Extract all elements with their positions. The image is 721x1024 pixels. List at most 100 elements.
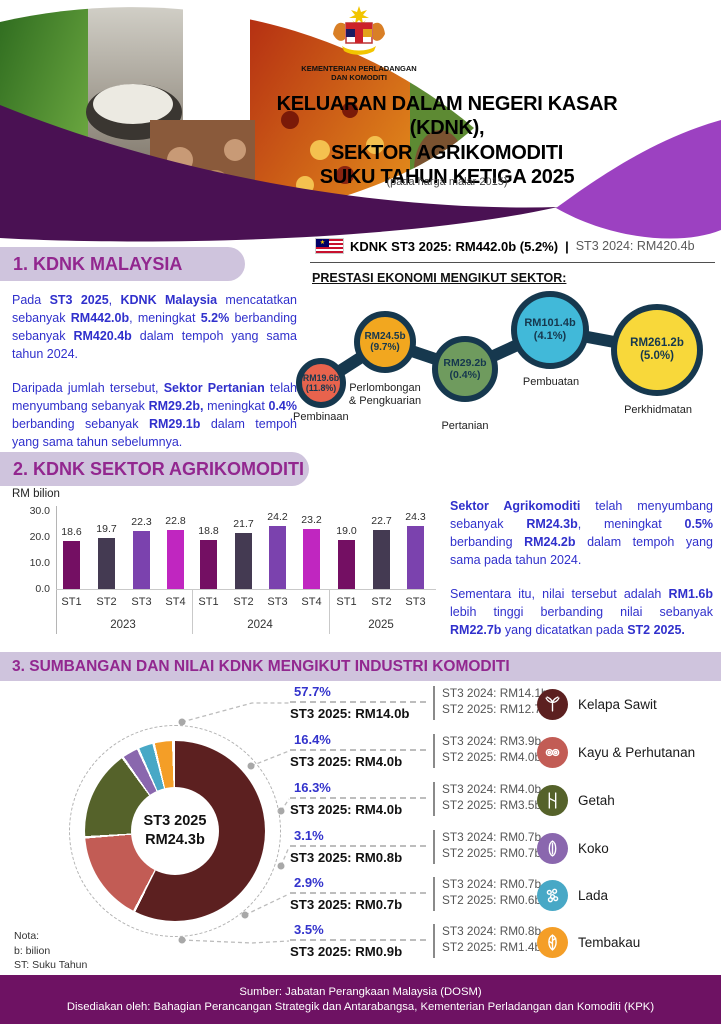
- bar-value-label: 18.6: [61, 525, 82, 538]
- legend-label: Tembakau: [578, 935, 641, 950]
- paragraph: Sektor Agrikomoditi telah menyumbang seb…: [450, 499, 714, 568]
- commodity-share-pct: 3.5%: [290, 922, 426, 941]
- legend-label: Lada: [578, 888, 609, 903]
- legend-label: Kayu & Perhutanan: [578, 745, 696, 760]
- section1-body-text: Pada ST3 2025, KDNK Malaysia mencatatkan…: [12, 291, 297, 466]
- donut-dashed-ring: [69, 725, 281, 937]
- commodity-st3-2024-value: ST3 2024: RM0.7b: [442, 830, 542, 844]
- quarter-label: ST4: [301, 596, 322, 608]
- purple-wave-decoration: [0, 105, 721, 242]
- y-tick-label: 20.0: [29, 531, 50, 543]
- quarter-label: ST4: [165, 596, 186, 608]
- x-axis-line: [56, 589, 436, 590]
- bar-value-label: 22.8: [165, 514, 186, 527]
- donut-center-label: ST3 2025 RM24.3b: [131, 787, 219, 875]
- bar-2024-st1: [200, 540, 217, 589]
- sector-bubble-perlombongan-pengkuarian: RM24.5b (9.7%): [354, 311, 416, 373]
- bar-value-label: 22.7: [371, 514, 392, 527]
- sector-label: Perlombongan & Pengkuarian: [348, 382, 422, 407]
- section3-heading: 3. SUMBANGAN DAN NILAI KDNK MENGIKUT IND…: [0, 652, 721, 681]
- prepared-by-line: Disediakan oleh: Bahagian Perancangan St…: [66, 1001, 655, 1013]
- bar-2025-st1: [338, 539, 355, 589]
- commodity-st2-2025-value: ST2 2025: RM0.6b: [442, 892, 542, 907]
- commodity-legend: Kelapa Sawit Kayu & Perhutanan Getah Kok…: [537, 688, 721, 978]
- bar-value-label: 21.7: [233, 517, 254, 530]
- quarter-label: ST1: [61, 596, 82, 608]
- sector-label: Pembuatan: [522, 376, 580, 388]
- legend-item: Getah: [537, 785, 615, 816]
- commodity-breakdown-list: 57.7% ST3 2025: RM14.0b ST3 2024: RM14.1…: [290, 684, 548, 976]
- commodity-st3-2025-value: ST3 2025: RM0.8b: [290, 850, 403, 865]
- group-separator: [329, 589, 330, 634]
- quarter-label: ST2: [96, 596, 117, 608]
- divider: [433, 877, 435, 911]
- legend-label: Koko: [578, 841, 609, 856]
- footnote: Nota: b: bilion ST: Suku Tahun: [14, 930, 88, 972]
- commodity-breakdown-row: 57.7% ST3 2025: RM14.0b ST3 2024: RM14.1…: [290, 684, 548, 721]
- bar-value-label: 24.3: [405, 510, 426, 523]
- sector-bubble-perkhidmatan: RM261.2b (5.0%): [611, 304, 703, 396]
- sector-label: Pembinaan: [293, 411, 349, 423]
- legend-label: Getah: [578, 793, 615, 808]
- legend-item: Kelapa Sawit: [537, 689, 657, 720]
- sector-bubble-pembuatan: RM101.4b (4.1%): [511, 291, 589, 369]
- footer-bar: Sumber: Jabatan Perangkaan Malaysia (DOS…: [0, 975, 721, 1024]
- sector-bubble-pertanian: RM29.2b (0.4%): [432, 336, 498, 402]
- y-tick-label: 0.0: [35, 583, 50, 595]
- commodity-st3-2024-value: ST3 2024: RM0.7b: [442, 877, 542, 891]
- bar-2024-st3: [269, 526, 286, 589]
- bar-2025-st3: [407, 525, 424, 589]
- legend-item: Lada: [537, 880, 608, 911]
- kdnk-summary-banner: ★ KDNK ST3 2025: RM442.0b (5.2%) | ST3 2…: [315, 236, 716, 256]
- y-tick-label: 10.0: [29, 557, 50, 569]
- commodity-breakdown-row: 16.4% ST3 2025: RM4.0b ST3 2024: RM3.9b …: [290, 732, 542, 769]
- divider-rule: [310, 262, 715, 263]
- bar-value-label: 24.2: [267, 511, 288, 524]
- coat-of-arms-logo: [333, 6, 385, 55]
- commodity-st3-2025-value: ST3 2025: RM0.7b: [290, 897, 403, 912]
- year-label: 2023: [110, 619, 136, 631]
- malaysia-flag-icon: ★: [315, 238, 344, 254]
- y-axis-line: [56, 506, 57, 634]
- sector-bubble-chart: RM19.6b (11.8%) Pembinaan RM24.5b (9.7%) Perl…: [293, 282, 721, 448]
- page-subtitle: (pada harga malar 2015): [386, 176, 508, 188]
- divider: [433, 830, 435, 864]
- bar-2025-st2: [373, 529, 390, 589]
- ministry-name: KEMENTERIAN PERLADANGAN DAN KOMODITI: [301, 64, 417, 83]
- year-label: 2024: [247, 619, 273, 631]
- sector-bubble-pembinaan: RM19.6b (11.8%): [296, 358, 346, 408]
- kdnk-st3-2024-value: ST3 2024: RM420.4b: [575, 239, 695, 253]
- divider: [433, 734, 435, 768]
- section2-body-text: Sektor Agrikomoditi telah menyumbang seb…: [450, 497, 713, 654]
- palm-oil-icon: [537, 689, 568, 720]
- source-line: Sumber: Jabatan Perangkaan Malaysia (DOS…: [239, 986, 482, 998]
- page-title: KELUARAN DALAM NEGERI KASAR (KDNK), SEKT…: [276, 93, 618, 189]
- divider: [433, 782, 435, 816]
- commodity-breakdown-row: 3.1% ST3 2025: RM0.8b ST3 2024: RM0.7b S…: [290, 828, 542, 865]
- bar-2023-st2: [98, 537, 115, 589]
- commodity-st3-2025-value: ST3 2025: RM14.0b: [290, 706, 410, 721]
- commodity-st3-2024-value: ST3 2024: RM3.9b: [442, 734, 542, 748]
- legend-item: Tembakau: [537, 927, 640, 958]
- divider: [433, 924, 435, 958]
- bar-2024-st4: [303, 528, 320, 589]
- commodity-st2-2025-value: ST2 2025: RM4.0b: [442, 749, 542, 764]
- bar-value-label: 23.2: [301, 513, 322, 526]
- commodity-st3-2025-value: ST3 2025: RM0.9b: [290, 944, 403, 959]
- quarter-label: ST3: [267, 596, 288, 608]
- bar-chart-ylabel: RM bilion: [12, 488, 60, 500]
- section2-heading: 2. KDNK SEKTOR AGRIKOMODITI: [0, 452, 309, 486]
- quarter-label: ST1: [198, 596, 219, 608]
- sector-performance-heading: PRESTASI EKONOMI MENGIKUT SEKTOR:: [312, 271, 567, 285]
- year-label: 2025: [368, 619, 394, 631]
- paragraph: Sementara itu, nilai tersebut adalah RM1…: [450, 586, 713, 637]
- commodity-st2-2025-value: ST2 2025: RM0.7b: [442, 845, 542, 860]
- y-tick-label: 30.0: [29, 505, 50, 517]
- commodity-st2-2025-value: ST2 2025: RM3.5b: [442, 797, 542, 812]
- paragraph: Daripada jumlah tersebut, Sektor Pertani…: [12, 380, 298, 449]
- bar-2023-st1: [63, 540, 80, 589]
- bar-value-label: 18.8: [198, 525, 219, 538]
- rubber-tap-icon: [537, 785, 568, 816]
- bar-2023-st3: [133, 531, 150, 589]
